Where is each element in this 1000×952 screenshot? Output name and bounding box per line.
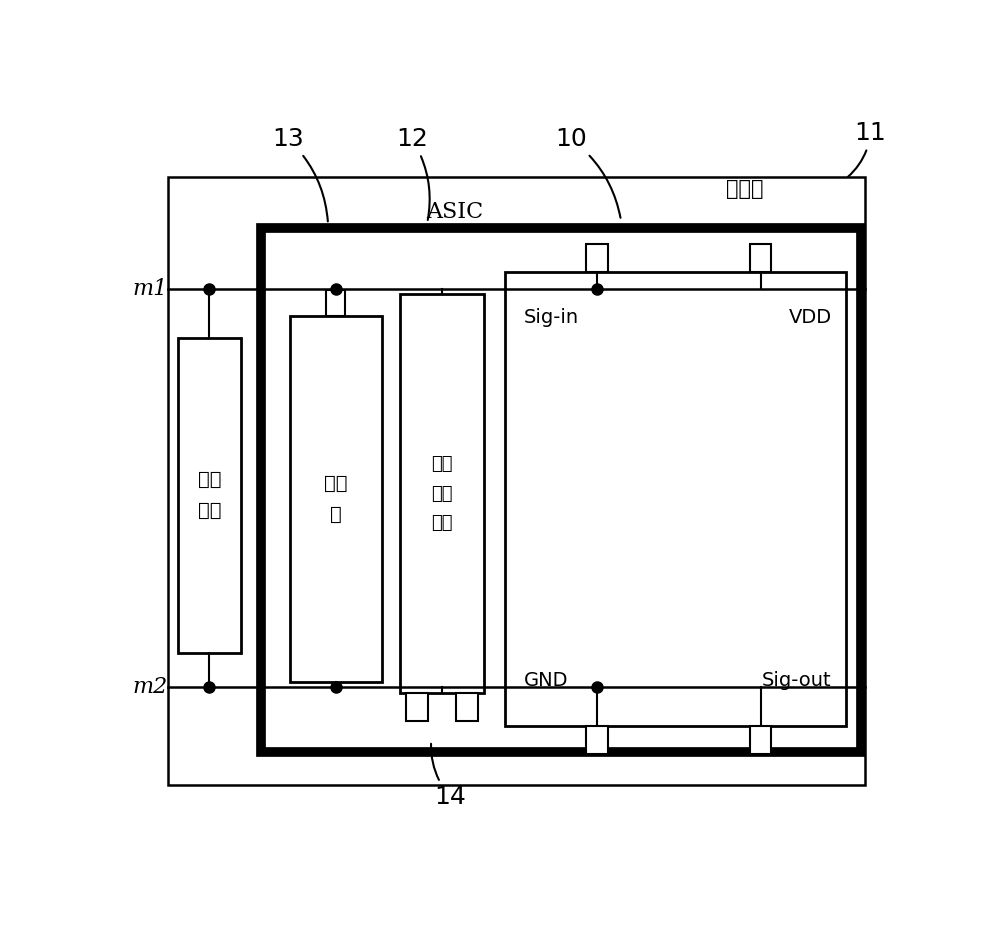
FancyBboxPatch shape — [400, 294, 484, 693]
FancyBboxPatch shape — [178, 338, 241, 653]
Text: GND: GND — [524, 670, 569, 689]
Text: ASIC: ASIC — [426, 201, 483, 223]
Text: Sig-out: Sig-out — [762, 670, 832, 689]
Text: 信号
源: 信号 源 — [324, 474, 348, 525]
FancyBboxPatch shape — [586, 244, 608, 272]
Text: m2: m2 — [133, 677, 168, 699]
Text: 雾化器: 雾化器 — [726, 179, 764, 199]
Text: m1: m1 — [133, 278, 168, 300]
Text: 12: 12 — [396, 127, 430, 220]
FancyBboxPatch shape — [290, 316, 382, 683]
FancyBboxPatch shape — [750, 726, 771, 754]
Text: 14: 14 — [431, 744, 466, 809]
FancyBboxPatch shape — [505, 272, 846, 726]
FancyBboxPatch shape — [750, 244, 771, 272]
Text: 11: 11 — [848, 121, 886, 177]
FancyBboxPatch shape — [326, 290, 345, 316]
FancyBboxPatch shape — [274, 244, 855, 739]
FancyBboxPatch shape — [406, 693, 428, 722]
Text: Sig-in: Sig-in — [524, 308, 579, 327]
FancyBboxPatch shape — [168, 176, 865, 785]
FancyBboxPatch shape — [261, 228, 861, 752]
Text: 方向
切换
电路: 方向 切换 电路 — [431, 455, 453, 532]
Text: 13: 13 — [272, 127, 328, 222]
Text: 10: 10 — [555, 127, 620, 218]
Text: 加热
元件: 加热 元件 — [198, 470, 221, 521]
Text: VDD: VDD — [789, 308, 832, 327]
FancyBboxPatch shape — [586, 726, 608, 754]
FancyBboxPatch shape — [456, 693, 478, 722]
